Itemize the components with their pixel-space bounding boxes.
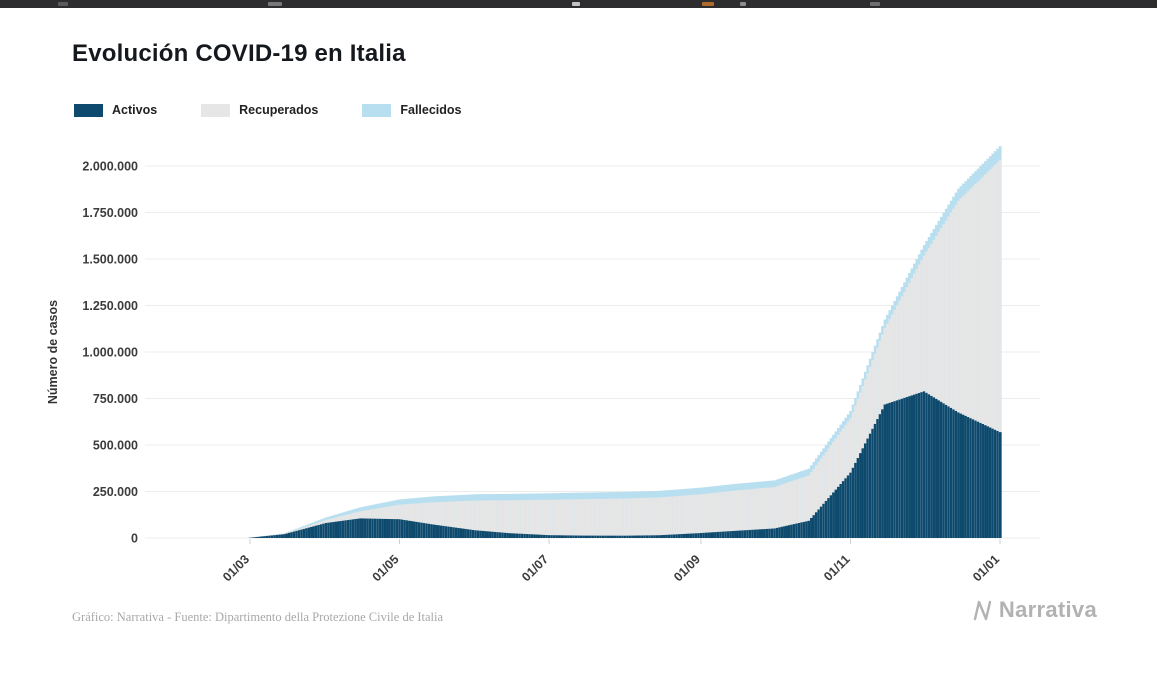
y-tick-label: 1.000.000	[82, 346, 138, 360]
x-tick-label: 01/03	[220, 552, 252, 584]
chrome-speck	[572, 2, 580, 6]
x-tick-label: 01/07	[519, 552, 551, 584]
y-tick-label: 0	[131, 532, 138, 546]
legend-label: Recuperados	[239, 103, 319, 117]
legend-item-fallecidos: Fallecidos	[362, 103, 462, 117]
y-tick-label: 500.000	[93, 439, 138, 453]
covid-stacked-area-chart: 0 250.000 500.000 750.000 1.000.000 1.250.000…	[0, 128, 1157, 614]
chart-legend: Activos Recuperados Fallecidos	[74, 103, 462, 117]
x-tick-label: 01/09	[671, 552, 703, 584]
chrome-speck	[740, 2, 746, 6]
y-tick-label: 750.000	[93, 392, 138, 406]
y-tick-label: 1.500.000	[82, 253, 138, 267]
source-caption: Gráfico: Narrativa - Fuente: Dipartiment…	[72, 610, 444, 624]
narrativa-logo: Narrativa	[971, 597, 1097, 623]
y-axis-title: Número de casos	[46, 300, 60, 404]
legend-swatch	[201, 103, 231, 117]
window-chrome-strip	[0, 0, 1157, 8]
legend-swatch	[362, 103, 392, 117]
legend-label: Fallecidos	[400, 103, 462, 117]
y-tick-label: 1.750.000	[82, 206, 138, 220]
x-tick-label: 01/01	[970, 552, 1002, 584]
y-tick-label: 250.000	[93, 485, 138, 499]
chrome-speck	[268, 2, 282, 6]
legend-item-activos: Activos	[74, 103, 157, 117]
chart-canvas: 0 250.000 500.000 750.000 1.000.000 1.250.000…	[46, 146, 1040, 584]
narrativa-logo-text: Narrativa	[998, 597, 1097, 622]
legend-label: Activos	[112, 103, 158, 117]
legend-item-recuperados: Recuperados	[201, 103, 318, 117]
chrome-speck	[870, 2, 880, 6]
chrome-speck	[702, 2, 714, 6]
page-title: Evolución COVID-19 en Italia	[72, 40, 406, 67]
chrome-speck	[58, 2, 68, 6]
x-tick-label: 01/05	[370, 552, 402, 584]
y-tick-label: 2.000.000	[82, 160, 138, 174]
x-tick-label: 01/11	[821, 552, 853, 584]
legend-swatch	[74, 103, 103, 117]
narrativa-logo-icon	[971, 599, 994, 622]
y-tick-label: 1.250.000	[82, 299, 138, 313]
